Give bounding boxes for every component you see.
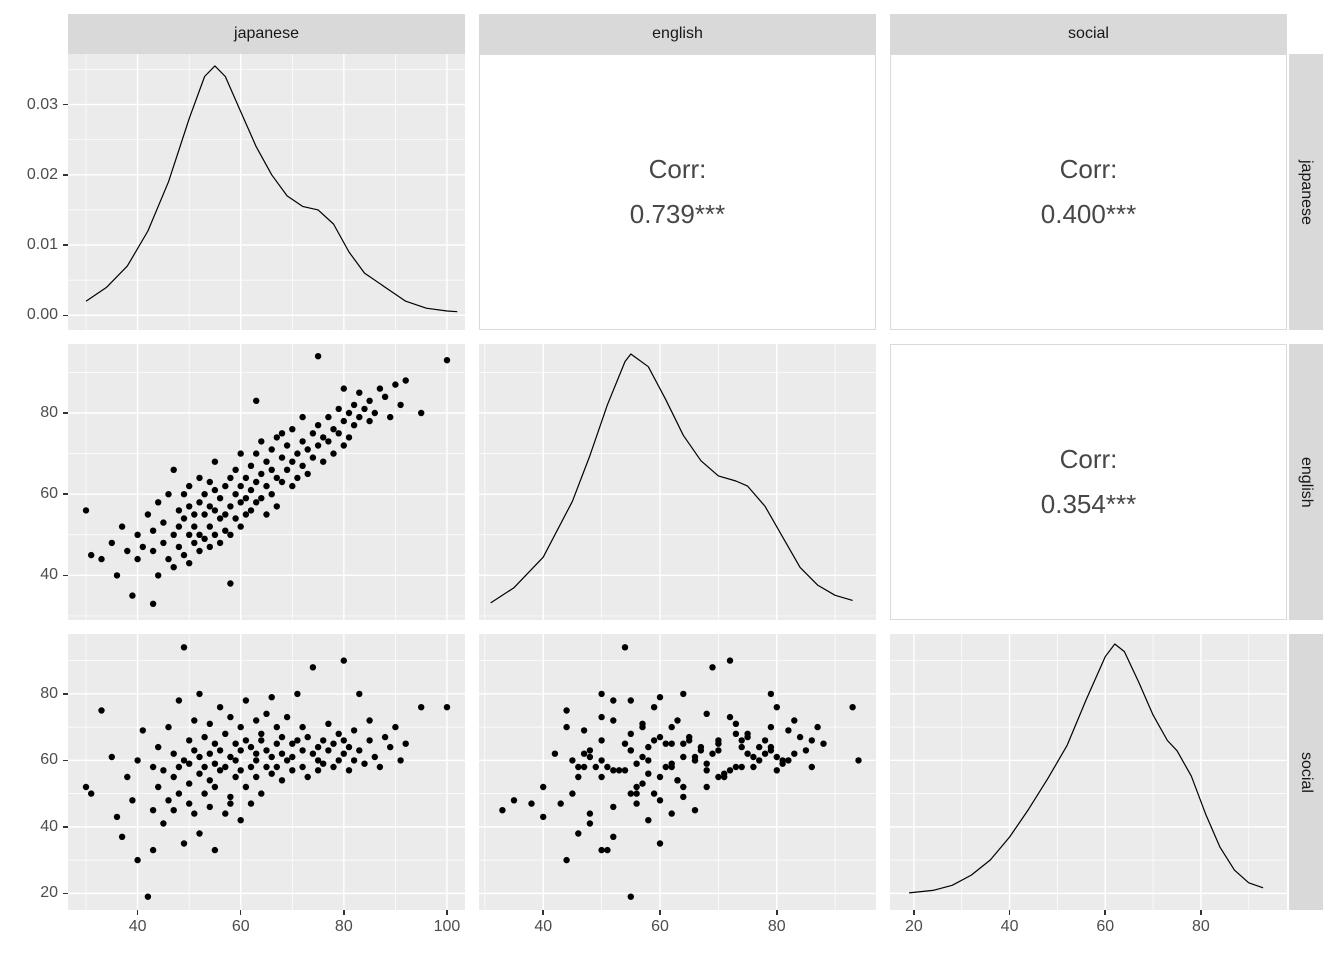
scatter-points <box>82 353 451 607</box>
axis-tick-label: 40 <box>534 918 553 935</box>
axis-tick-mark <box>63 103 68 106</box>
axis-tick-label: 60 <box>1096 918 1115 935</box>
axis-tick-label: 60 <box>40 751 58 769</box>
scatter-plot-svg <box>68 344 465 620</box>
gridlines-major <box>890 634 1287 910</box>
axis-tick-label: 80 <box>334 918 353 935</box>
scatter-panel-japanese-social <box>68 634 465 910</box>
density-plot-svg <box>479 344 876 620</box>
scatter-points <box>82 644 451 900</box>
corr-label: Corr: <box>1059 154 1118 184</box>
axis-tick-label: 40 <box>128 918 147 935</box>
column-strip-japanese: japanese <box>68 14 465 54</box>
row-strip-japanese: japanese <box>1289 54 1323 330</box>
axis-tick-label: 20 <box>905 918 923 935</box>
gridlines-major <box>479 344 876 620</box>
axis-tick-mark <box>446 910 448 915</box>
axis-tick-mark <box>136 910 139 915</box>
scatter-points <box>499 644 862 900</box>
density-panel-social <box>890 634 1287 910</box>
axis-tick-label: 0.01 <box>26 236 58 254</box>
corr-panel-english-social: Corr: 0.354*** <box>890 344 1287 620</box>
axis-tick-mark <box>239 910 242 915</box>
axis-tick-mark <box>63 412 68 414</box>
corr-label: Corr: <box>648 154 707 184</box>
corr-value: 0.739*** <box>629 199 726 229</box>
axis-tick-mark <box>343 910 345 915</box>
axis-tick-mark <box>659 910 661 915</box>
row-strip-social: social <box>1289 634 1323 910</box>
gridlines-minor <box>890 634 1287 910</box>
axis-tick-mark <box>63 493 68 495</box>
axis-tick-mark <box>63 574 68 577</box>
gridlines-major <box>68 344 465 620</box>
axis-tick-label: 40 <box>40 817 58 835</box>
density-plot-svg <box>68 54 465 330</box>
axis-tick-label: 0.00 <box>26 306 58 324</box>
axis-tick-label: 60 <box>40 485 58 503</box>
corr-panel-japanese-english: Corr: 0.739*** <box>479 54 876 330</box>
gridlines-minor <box>68 344 465 620</box>
axis-tick-mark <box>63 693 68 695</box>
gridlines-minor <box>479 634 876 910</box>
scatter-plot-svg <box>479 634 876 910</box>
axis-tick-label: 20 <box>40 884 58 902</box>
gridlines-minor <box>479 344 876 620</box>
density-curve <box>909 643 1264 894</box>
axis-tick-mark <box>63 759 68 762</box>
column-strip-english: english <box>479 14 876 54</box>
axis-tick-mark <box>63 244 68 246</box>
gridlines-minor <box>68 54 465 330</box>
axis-tick-mark <box>63 174 68 176</box>
axis-tick-label: 60 <box>231 918 250 935</box>
axis-tick-mark <box>63 892 68 895</box>
gridlines-minor <box>68 634 465 910</box>
corr-panel-japanese-social: Corr: 0.400*** <box>890 54 1287 330</box>
density-panel-japanese <box>68 54 465 330</box>
density-curve <box>85 65 458 313</box>
axis-tick-label: 80 <box>40 404 58 421</box>
axis-tick-label: 40 <box>1000 918 1019 935</box>
gridlines-major <box>68 54 465 330</box>
scatter-panel-english-social <box>479 634 876 910</box>
axis-tick-label: 0.03 <box>26 95 58 113</box>
axis-tick-label: 0.02 <box>26 165 58 183</box>
axis-tick-mark <box>63 826 68 828</box>
axis-tick-label: 80 <box>1191 918 1210 935</box>
axis-tick-mark <box>1200 910 1202 915</box>
column-strip-social: social <box>890 14 1287 54</box>
scatter-panel-japanese-english <box>68 344 465 620</box>
axis-tick-label: 60 <box>651 918 669 935</box>
corr-label: Corr: <box>1059 444 1118 474</box>
scatter-plot-svg <box>68 634 465 910</box>
axis-tick-label: 100 <box>433 918 461 935</box>
axis-tick-label: 40 <box>40 566 58 584</box>
axis-tick-mark <box>1104 910 1106 915</box>
density-curve <box>490 353 853 604</box>
corr-value: 0.354*** <box>1040 489 1137 519</box>
axis-tick-mark <box>1008 910 1011 915</box>
corr-value: 0.400*** <box>1040 199 1137 229</box>
axis-tick-label: 80 <box>767 918 786 935</box>
axis-tick-label: 80 <box>40 684 58 702</box>
density-plot-svg <box>890 634 1287 910</box>
axis-tick-mark <box>63 314 68 316</box>
gridlines-major <box>68 634 465 910</box>
axis-tick-mark <box>542 910 544 915</box>
row-strip-english: english <box>1289 344 1323 620</box>
density-panel-english <box>479 344 876 620</box>
axis-tick-mark <box>913 910 915 915</box>
gridlines-major <box>479 634 876 910</box>
axis-tick-mark <box>776 910 778 915</box>
